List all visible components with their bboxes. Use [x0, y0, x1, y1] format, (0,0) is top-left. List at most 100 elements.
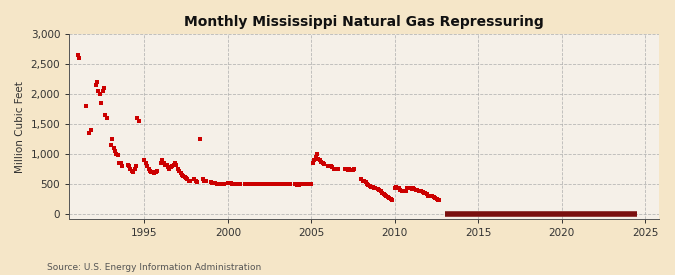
Point: [192, 180, 202, 184]
Point: [148, 171, 159, 176]
Point: [217, 182, 227, 186]
Point: [366, 185, 377, 189]
Point: [269, 182, 279, 186]
Point: [362, 182, 373, 186]
Text: Source: U.S. Energy Information Administration: Source: U.S. Energy Information Administ…: [47, 263, 261, 272]
Point: [124, 164, 134, 168]
Point: [160, 163, 171, 167]
Point: [111, 152, 122, 156]
Point: [381, 193, 392, 198]
Point: [417, 190, 428, 194]
Point: [426, 193, 437, 198]
Point: [281, 182, 292, 186]
Point: [282, 182, 293, 186]
Point: [252, 182, 263, 186]
Point: [433, 198, 443, 202]
Point: [189, 177, 200, 182]
Point: [105, 143, 116, 147]
Point: [168, 163, 179, 167]
Point: [167, 164, 178, 168]
Point: [374, 188, 385, 192]
Point: [429, 195, 439, 199]
Point: [185, 178, 196, 183]
Point: [86, 128, 97, 133]
Point: [424, 194, 435, 198]
Point: [369, 186, 379, 190]
Y-axis label: Million Cubic Feet: Million Cubic Feet: [15, 81, 25, 173]
Point: [244, 182, 255, 186]
Point: [178, 174, 188, 178]
Point: [300, 182, 311, 186]
Point: [310, 155, 321, 160]
Point: [151, 169, 162, 173]
Point: [398, 189, 408, 194]
Point: [409, 187, 420, 191]
Point: [284, 182, 294, 186]
Point: [210, 181, 221, 186]
Point: [146, 170, 157, 174]
Point: [171, 163, 182, 167]
Point: [267, 182, 278, 186]
Point: [213, 182, 223, 186]
Point: [319, 162, 329, 167]
Point: [402, 186, 412, 191]
Point: [359, 179, 370, 183]
Point: [313, 157, 324, 161]
Point: [143, 167, 154, 171]
Point: [150, 170, 161, 174]
Point: [96, 101, 107, 106]
Point: [223, 181, 234, 185]
Point: [218, 182, 229, 186]
Point: [169, 161, 180, 166]
Point: [164, 167, 175, 171]
Point: [182, 177, 193, 182]
Point: [273, 182, 284, 186]
Point: [401, 189, 412, 193]
Point: [342, 168, 353, 172]
Point: [228, 182, 239, 186]
Point: [249, 182, 260, 186]
Point: [215, 182, 226, 186]
Point: [134, 119, 144, 123]
Point: [114, 161, 125, 166]
Point: [331, 167, 342, 171]
Point: [346, 168, 357, 173]
Point: [363, 183, 374, 187]
Point: [328, 166, 339, 171]
Point: [290, 182, 300, 186]
Point: [225, 181, 236, 186]
Point: [206, 180, 217, 185]
Point: [100, 113, 111, 117]
Point: [430, 196, 441, 200]
Point: [378, 192, 389, 196]
Point: [126, 169, 137, 173]
Point: [246, 182, 257, 186]
Point: [316, 160, 327, 164]
Point: [348, 168, 358, 172]
Point: [375, 189, 386, 194]
Point: [128, 170, 138, 174]
Point: [349, 167, 360, 171]
Point: [392, 186, 403, 190]
Point: [294, 182, 304, 187]
Point: [317, 161, 328, 166]
Point: [406, 187, 417, 191]
Point: [414, 189, 425, 194]
Point: [263, 182, 273, 186]
Point: [408, 186, 418, 191]
Point: [248, 182, 259, 186]
Point: [197, 177, 208, 182]
Point: [180, 175, 190, 179]
Point: [364, 184, 375, 188]
Point: [356, 177, 367, 182]
Point: [140, 161, 151, 166]
Point: [142, 164, 153, 168]
Point: [405, 186, 416, 191]
Point: [423, 193, 433, 198]
Point: [329, 167, 340, 171]
Point: [261, 182, 272, 186]
Point: [177, 173, 188, 177]
Point: [181, 176, 192, 180]
Point: [332, 167, 343, 171]
Point: [109, 146, 119, 150]
